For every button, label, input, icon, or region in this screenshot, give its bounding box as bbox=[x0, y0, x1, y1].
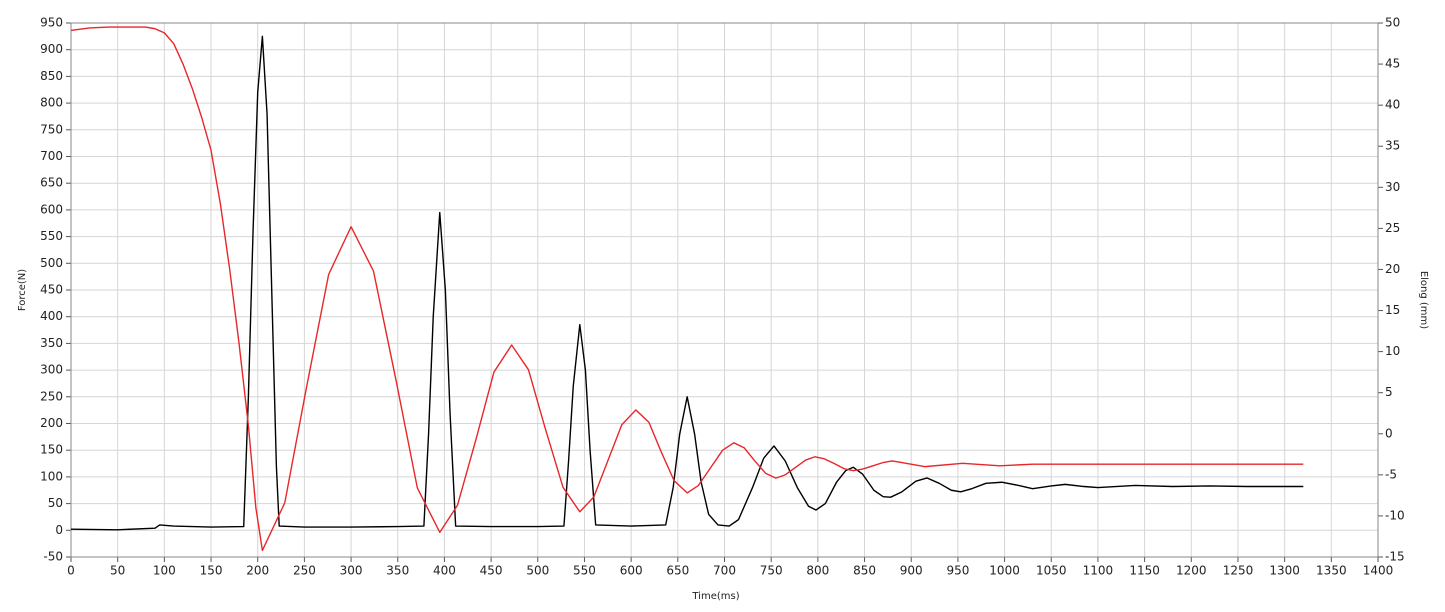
x-tick-label: 300 bbox=[340, 564, 363, 578]
x-tick-label: 1400 bbox=[1363, 564, 1394, 578]
y2-tick-label: 40 bbox=[1385, 98, 1400, 112]
y-tick-label: 850 bbox=[40, 69, 63, 83]
y2-tick-label: 0 bbox=[1385, 426, 1393, 440]
y2-axis-label: Elong (mm) bbox=[1418, 271, 1429, 329]
y-axis-label: Force(N) bbox=[17, 269, 28, 311]
x-tick-label: 200 bbox=[246, 564, 269, 578]
x-tick-label: 650 bbox=[666, 564, 689, 578]
y-tick-label: 50 bbox=[48, 496, 63, 510]
x-tick-label: 1350 bbox=[1316, 564, 1347, 578]
x-tick-label: 1200 bbox=[1176, 564, 1207, 578]
x-tick-label: 150 bbox=[200, 564, 223, 578]
x-tick-label: 750 bbox=[760, 564, 783, 578]
x-tick-label: 0 bbox=[67, 564, 75, 578]
x-tick-label: 1300 bbox=[1269, 564, 1300, 578]
x-tick-label: 400 bbox=[433, 564, 456, 578]
y-tick-label: 550 bbox=[40, 229, 63, 243]
x-tick-label: 1000 bbox=[989, 564, 1020, 578]
y-tick-label: 750 bbox=[40, 122, 63, 136]
x-tick-label: 1050 bbox=[1036, 564, 1067, 578]
y-tick-label: 450 bbox=[40, 283, 63, 297]
y-tick-label: 900 bbox=[40, 42, 63, 56]
x-tick-label: 550 bbox=[573, 564, 596, 578]
y-tick-label: 100 bbox=[40, 469, 63, 483]
x-tick-label: 900 bbox=[900, 564, 923, 578]
y2-tick-label: 25 bbox=[1385, 221, 1400, 235]
y-tick-label: 500 bbox=[40, 256, 63, 270]
y-tick-label: 250 bbox=[40, 389, 63, 403]
x-tick-label: 250 bbox=[293, 564, 316, 578]
x-tick-label: 850 bbox=[853, 564, 876, 578]
series-line bbox=[70, 26, 1304, 552]
x-tick-label: 500 bbox=[526, 564, 549, 578]
x-tick-label: 1100 bbox=[1083, 564, 1114, 578]
y2-tick-label: -15 bbox=[1385, 550, 1405, 564]
y-tick-label: 300 bbox=[40, 363, 63, 377]
x-tick-label: 600 bbox=[620, 564, 643, 578]
y-tick-label: 800 bbox=[40, 96, 63, 110]
y2-tick-label: 50 bbox=[1385, 16, 1400, 30]
y2-tick-label: 15 bbox=[1385, 303, 1400, 317]
y-tick-label: 0 bbox=[55, 523, 63, 537]
plot-frame bbox=[70, 22, 1379, 558]
y2-tick-label: 5 bbox=[1385, 385, 1393, 399]
y2-tick-label: 35 bbox=[1385, 139, 1400, 153]
x-tick-label: 350 bbox=[386, 564, 409, 578]
series-line bbox=[70, 35, 1304, 531]
y2-tick-label: -10 bbox=[1385, 508, 1405, 522]
y2-tick-label: 10 bbox=[1385, 344, 1400, 358]
y2-tick-label: 30 bbox=[1385, 180, 1400, 194]
y-tick-label: 700 bbox=[40, 149, 63, 163]
x-tick-label: 1150 bbox=[1129, 564, 1160, 578]
x-tick-label: 100 bbox=[153, 564, 176, 578]
y-tick-label: 650 bbox=[40, 176, 63, 190]
x-tick-label: 450 bbox=[480, 564, 503, 578]
y-tick-label: 150 bbox=[40, 443, 63, 457]
y-tick-label: 400 bbox=[40, 309, 63, 323]
x-tick-label: 700 bbox=[713, 564, 736, 578]
y2-tick-label: -5 bbox=[1385, 467, 1397, 481]
y-tick-label: 950 bbox=[40, 16, 63, 30]
y2-tick-label: 20 bbox=[1385, 262, 1400, 276]
y-tick-label: -50 bbox=[43, 550, 63, 564]
y2-tick-label: 45 bbox=[1385, 57, 1400, 71]
x-tick-label: 800 bbox=[806, 564, 829, 578]
x-tick-label: 50 bbox=[110, 564, 125, 578]
x-axis-label: Time(ms) bbox=[691, 591, 739, 602]
y-tick-label: 200 bbox=[40, 416, 63, 430]
y-tick-label: 600 bbox=[40, 202, 63, 216]
y-tick-label: 350 bbox=[40, 336, 63, 350]
x-tick-label: 1250 bbox=[1223, 564, 1254, 578]
x-tick-label: 950 bbox=[946, 564, 969, 578]
